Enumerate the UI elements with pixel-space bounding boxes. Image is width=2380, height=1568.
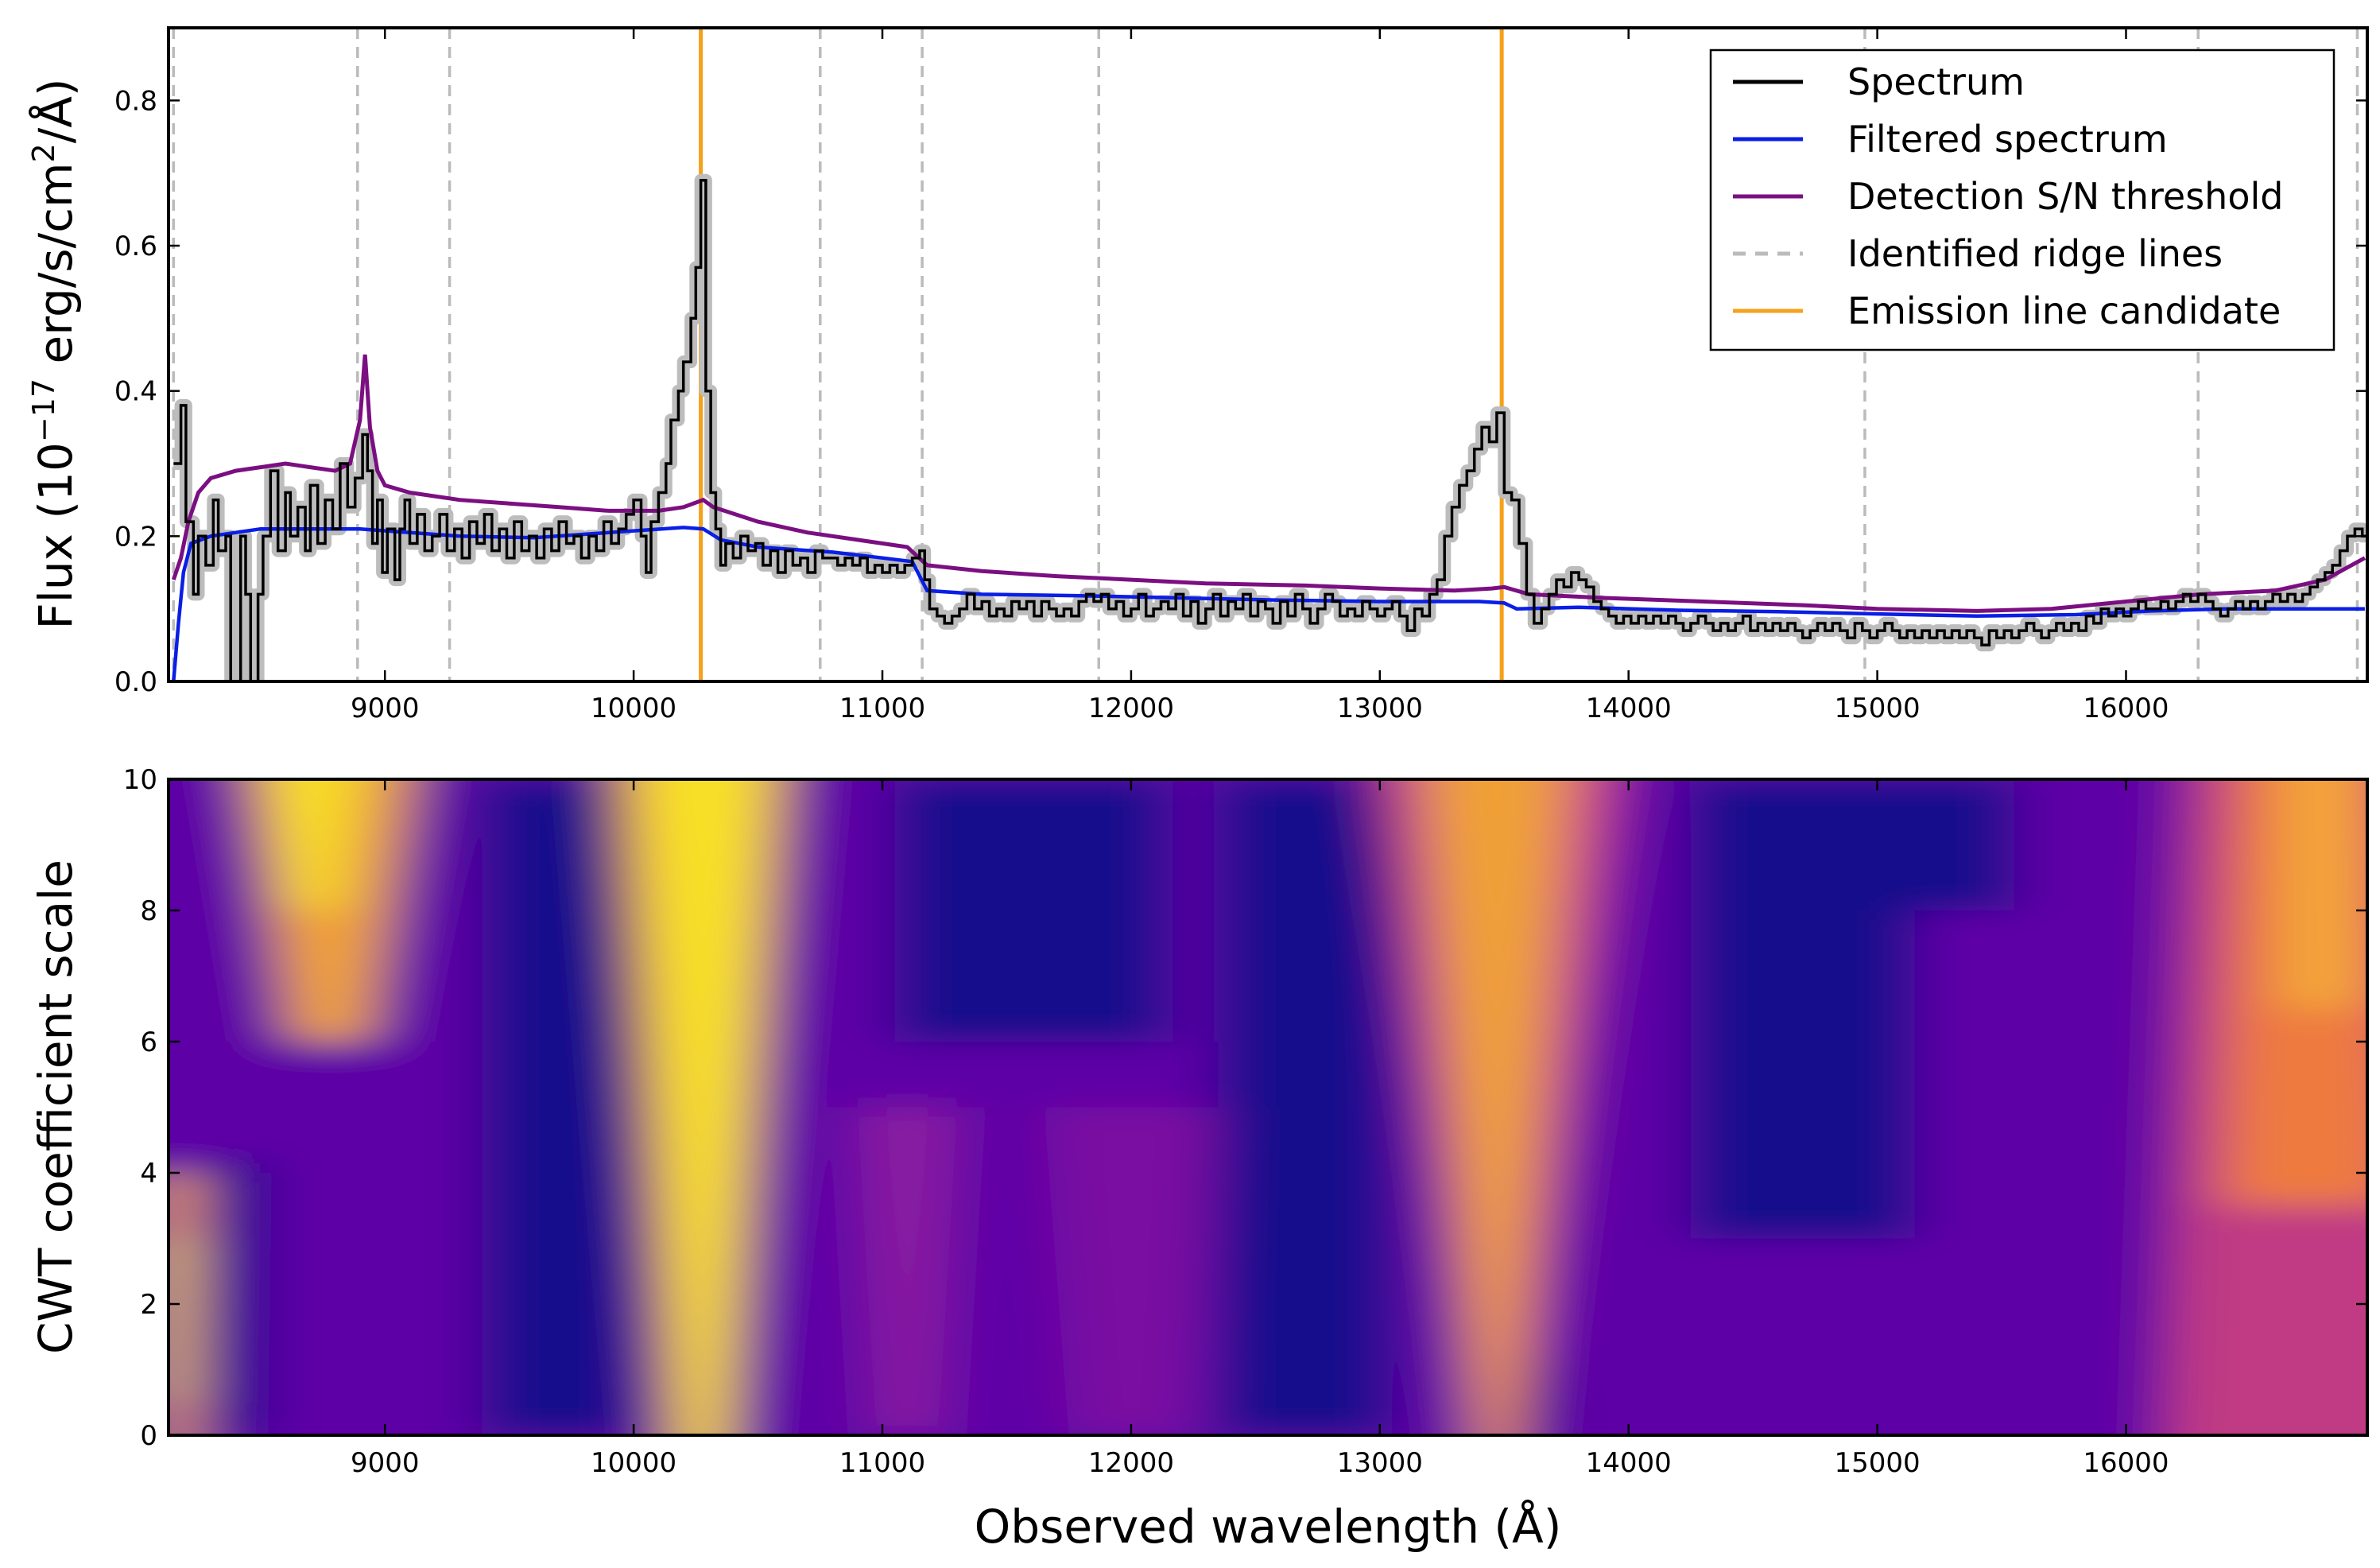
heatmap-ridge bbox=[1044, 1107, 1219, 1435]
heatmap-ridge bbox=[169, 1238, 186, 1403]
x-tick-label: 15000 bbox=[1835, 693, 1921, 724]
x-tick-label: 15000 bbox=[1835, 1447, 1921, 1479]
y-tick-label: 0.6 bbox=[114, 231, 157, 262]
heatmap-trough bbox=[1218, 779, 1393, 1435]
x-tick-label: 13000 bbox=[1337, 1447, 1423, 1479]
x-tick-label: 16000 bbox=[2083, 1447, 2169, 1479]
x-tick-label: 10000 bbox=[591, 693, 676, 724]
y-tick-label: 10 bbox=[123, 764, 157, 796]
cwt-panel: 9000 10000 11000 12000 13000 14000 15000 16000 0… bbox=[123, 764, 2369, 1479]
spectrum-plot-area bbox=[171, 28, 2367, 681]
heatmap-trough bbox=[482, 779, 637, 1435]
y-tick-label: 6 bbox=[140, 1027, 157, 1058]
cwt-heatmap bbox=[169, 779, 2367, 1435]
x-tick-label: 12000 bbox=[1088, 1447, 1174, 1479]
spectrum-axis-ticks: 9000 10000 11000 12000 13000 14000 15000 16000 0… bbox=[114, 28, 2367, 724]
heatmap-trough bbox=[894, 779, 1169, 1042]
x-tick-label: 9000 bbox=[351, 1447, 420, 1479]
heatmap-trough bbox=[222, 1159, 265, 1435]
heatmap-ridge bbox=[645, 779, 762, 1435]
legend-label: Spectrum bbox=[1847, 60, 2025, 103]
heatmap-ridge bbox=[277, 779, 355, 910]
x-tick-label: 14000 bbox=[1586, 1447, 1672, 1479]
legend-label: Detection S/N threshold bbox=[1847, 175, 2283, 218]
heatmap-ridge bbox=[2282, 779, 2358, 1009]
y-tick-label: 2 bbox=[140, 1289, 157, 1321]
x-tick-label: 11000 bbox=[839, 693, 925, 724]
cwt-y-axis-label: CWT coefficient scale bbox=[29, 860, 83, 1354]
x-tick-label: 12000 bbox=[1088, 693, 1174, 724]
spectrum-y-axis-label: Flux (10−17 erg/s/cm2/Å) bbox=[26, 78, 83, 629]
y-tick-label: 0.0 bbox=[114, 666, 157, 698]
cwt-axis-ticks: 9000 10000 11000 12000 13000 14000 15000 16000 0… bbox=[123, 764, 2367, 1479]
y-tick-label: 0.8 bbox=[114, 85, 157, 117]
x-tick-label: 16000 bbox=[2083, 693, 2169, 724]
y-tick-label: 0.2 bbox=[114, 521, 157, 553]
legend-label: Identified ridge lines bbox=[1847, 232, 2223, 275]
legend-label: Filtered spectrum bbox=[1847, 118, 2168, 161]
heatmap-ridge bbox=[857, 1107, 957, 1435]
x-axis-label: Observed wavelength (Å) bbox=[975, 1499, 1562, 1554]
legend-label: Emission line candidate bbox=[1847, 289, 2281, 332]
y-tick-label: 4 bbox=[140, 1158, 157, 1190]
y-tick-label: 0 bbox=[140, 1420, 157, 1452]
legend: Spectrum Filtered spectrum Detection S/N t… bbox=[1709, 49, 2335, 351]
spectrum-line bbox=[173, 179, 2367, 681]
heatmap-ridge bbox=[1425, 779, 1569, 1435]
x-tick-label: 13000 bbox=[1337, 693, 1423, 724]
detection-threshold-line bbox=[171, 354, 2366, 613]
y-tick-label: 8 bbox=[140, 895, 157, 927]
x-tick-label: 10000 bbox=[591, 1447, 676, 1479]
x-tick-label: 9000 bbox=[351, 693, 420, 724]
heatmap-trough bbox=[1839, 779, 2014, 910]
y-tick-label: 0.4 bbox=[114, 376, 157, 408]
x-tick-label: 11000 bbox=[839, 1447, 925, 1479]
x-tick-label: 14000 bbox=[1586, 693, 1672, 724]
